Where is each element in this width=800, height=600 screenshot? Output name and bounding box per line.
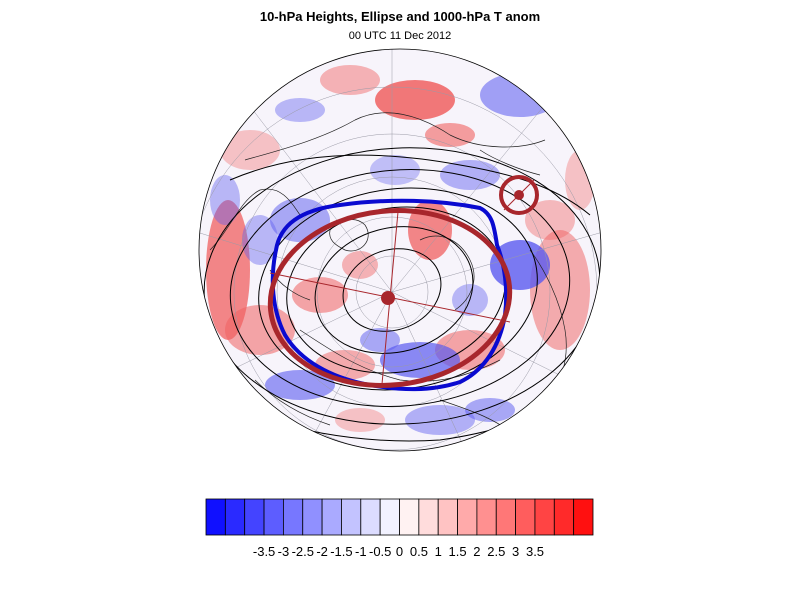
colorbar-box <box>476 498 497 536</box>
secondary-vortex-ring <box>499 175 539 215</box>
colorbar-box <box>534 498 555 536</box>
anomaly-region <box>275 98 325 122</box>
anomaly-region <box>206 200 250 340</box>
colorbar-box <box>515 498 536 536</box>
vortex-ellipse <box>267 208 513 388</box>
anomaly-region <box>375 80 455 120</box>
colorbar-tick-label: -3.5 <box>252 544 276 559</box>
colorbar-box <box>282 498 304 536</box>
colorbar-tick-label: -1.5 <box>330 544 353 559</box>
colorbar-tick-label: 0 <box>395 544 404 559</box>
colorbar-tick-label: -0.5 <box>368 544 392 559</box>
colorbar-box <box>341 498 362 536</box>
colorbar-tick-label: 3 <box>511 544 520 559</box>
ellipse-center-marker <box>381 291 395 305</box>
anomaly-region <box>360 328 400 352</box>
graticule <box>199 49 601 451</box>
anomaly-region <box>320 65 380 95</box>
colorbar-tick-label: -3 <box>277 544 290 559</box>
map-subtitle: 00 UTC 11 Dec 2012 <box>348 30 452 42</box>
colorbar-tick-label: -2 <box>316 544 328 559</box>
anomaly-region <box>440 160 500 190</box>
colorbar-box <box>205 498 226 536</box>
colorbar-box <box>418 498 439 536</box>
colorbar-box <box>573 498 594 536</box>
colorbar-tick-label: -1 <box>355 544 367 559</box>
colorbar-tick-label: 0.5 <box>409 544 428 559</box>
colorbar-box <box>437 498 458 536</box>
colorbar-box <box>321 498 342 536</box>
temperature-anomaly-field <box>206 65 595 435</box>
colorbar-box <box>399 498 420 536</box>
colorbar-tick-label: -2.5 <box>291 544 314 559</box>
colorbar-box <box>495 498 517 536</box>
anomaly-region <box>465 398 515 422</box>
colorbar-box <box>224 498 246 536</box>
colorbar-box <box>379 498 400 536</box>
map-title: 10-hPa Heights, Ellipse and 1000-hPa T a… <box>259 9 541 24</box>
anomaly-region <box>210 175 240 225</box>
anomaly-region <box>242 215 278 265</box>
anomaly-region <box>380 342 460 378</box>
globe-outline <box>198 48 602 452</box>
colorbar-box <box>263 498 284 536</box>
colorbar-tick-label: 2 <box>473 544 481 559</box>
anomaly-region <box>405 405 475 435</box>
colorbar-box <box>360 498 381 536</box>
colorbar-tick-label: 2.5 <box>487 544 506 559</box>
colorbar-tick-label: 3.5 <box>525 544 545 559</box>
anomaly-region <box>335 408 385 432</box>
map-content <box>199 49 601 451</box>
colorbar-tick-label: 1 <box>434 544 442 559</box>
colorbar-box <box>244 498 265 536</box>
colorbar-box <box>302 498 323 536</box>
colorbar-tick-label: 1.5 <box>448 544 467 559</box>
anomaly-region <box>265 370 335 400</box>
colorbar-box <box>457 498 478 536</box>
colorbar-box <box>553 498 575 536</box>
